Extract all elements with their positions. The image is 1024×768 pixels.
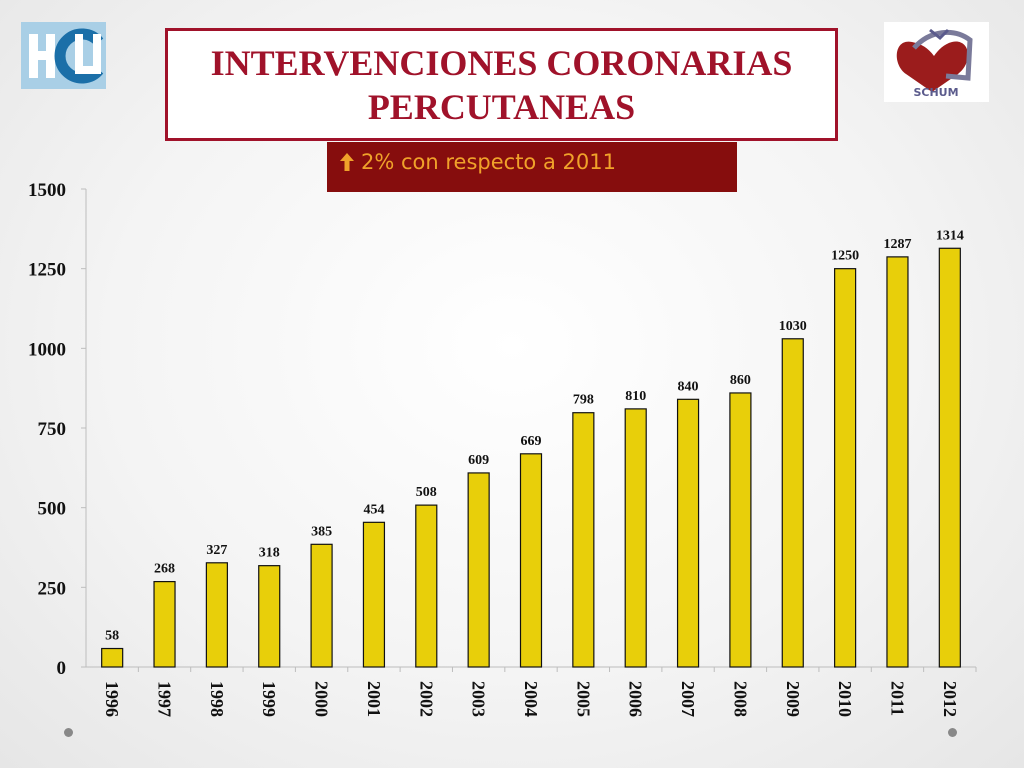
x-tick-label: 2008	[730, 681, 750, 717]
chart-y-ticks: 0 250 500 750 1000 1250 1500	[28, 180, 86, 679]
bar	[572, 412, 595, 668]
data-label: 798	[573, 393, 594, 408]
x-tick-label: 2005	[573, 681, 593, 717]
x-tick-label: 2009	[783, 681, 803, 717]
bar	[834, 268, 857, 668]
data-label: 1250	[831, 249, 859, 264]
arrow-up-icon	[339, 152, 355, 177]
x-tick-label: 2011	[887, 681, 907, 716]
bar	[205, 562, 228, 668]
x-tick-label: 1999	[259, 681, 279, 717]
data-label: 669	[521, 434, 542, 449]
data-label: 609	[468, 453, 489, 468]
y-tick-label: 1000	[28, 339, 66, 360]
x-tick-label: 2000	[312, 681, 332, 717]
subtitle-text: 2% con respecto a 2011	[361, 150, 616, 174]
data-label: 810	[625, 389, 646, 404]
data-label: 860	[730, 373, 751, 388]
bar	[467, 472, 490, 668]
x-tick-label: 2010	[835, 681, 855, 717]
schum-logo: SCHUM	[884, 22, 989, 102]
bar	[101, 647, 124, 668]
y-tick-label: 1500	[28, 180, 66, 201]
bar	[415, 504, 438, 668]
x-tick-label: 1996	[102, 681, 122, 717]
bar	[362, 521, 386, 668]
decorative-dot-left	[64, 728, 73, 737]
slide-title: INTERVENCIONES CORONARIAS PERCUTANEAS	[210, 42, 793, 127]
data-label: 508	[416, 485, 437, 500]
data-label: 385	[311, 524, 332, 539]
svg-text:SCHUM: SCHUM	[913, 86, 958, 99]
title-box: INTERVENCIONES CORONARIAS PERCUTANEAS	[165, 28, 838, 141]
chart-x-ticks: 1996 1997 1998 1999 2000 2001 2002 2003 2004 2005…	[102, 667, 977, 717]
data-label: 58	[105, 629, 119, 644]
y-tick-label: 1250	[28, 260, 66, 281]
data-label: 318	[259, 546, 280, 561]
x-tick-label: 2001	[364, 681, 384, 717]
chart-data-labels: 58 268 327 318 385 454 508 609 669 798 810 840 860 10…	[105, 228, 964, 643]
bar	[676, 398, 700, 668]
x-tick-label: 2004	[521, 681, 541, 717]
x-tick-label: 2012	[940, 681, 960, 717]
bar	[938, 247, 961, 668]
data-label: 1314	[936, 228, 964, 243]
bar	[886, 256, 909, 668]
chart-bars	[101, 247, 961, 668]
y-tick-label: 0	[57, 658, 67, 679]
data-label: 327	[206, 543, 227, 558]
x-tick-label: 2003	[469, 681, 489, 717]
x-tick-label: 2002	[416, 681, 436, 717]
bar	[729, 392, 752, 668]
data-label: 454	[363, 502, 384, 517]
decorative-dot-right	[948, 728, 957, 737]
x-tick-label: 2006	[626, 681, 646, 717]
y-tick-label: 250	[38, 578, 67, 599]
x-tick-label: 1998	[207, 681, 227, 717]
x-tick-label: 2007	[678, 681, 698, 717]
y-tick-label: 500	[38, 499, 67, 520]
x-tick-label: 1997	[155, 681, 175, 717]
data-label: 840	[678, 379, 699, 394]
bar	[153, 580, 176, 668]
data-label: 1287	[883, 237, 911, 252]
subtitle-box: 2% con respecto a 2011	[327, 142, 737, 192]
bar	[519, 453, 543, 668]
data-label: 1030	[779, 319, 807, 334]
data-label: 268	[154, 562, 175, 577]
y-tick-label: 750	[38, 419, 67, 440]
bar	[781, 338, 804, 668]
bar	[258, 565, 281, 668]
hospital-logo	[21, 22, 106, 89]
bar	[310, 543, 333, 668]
bar	[624, 408, 647, 668]
